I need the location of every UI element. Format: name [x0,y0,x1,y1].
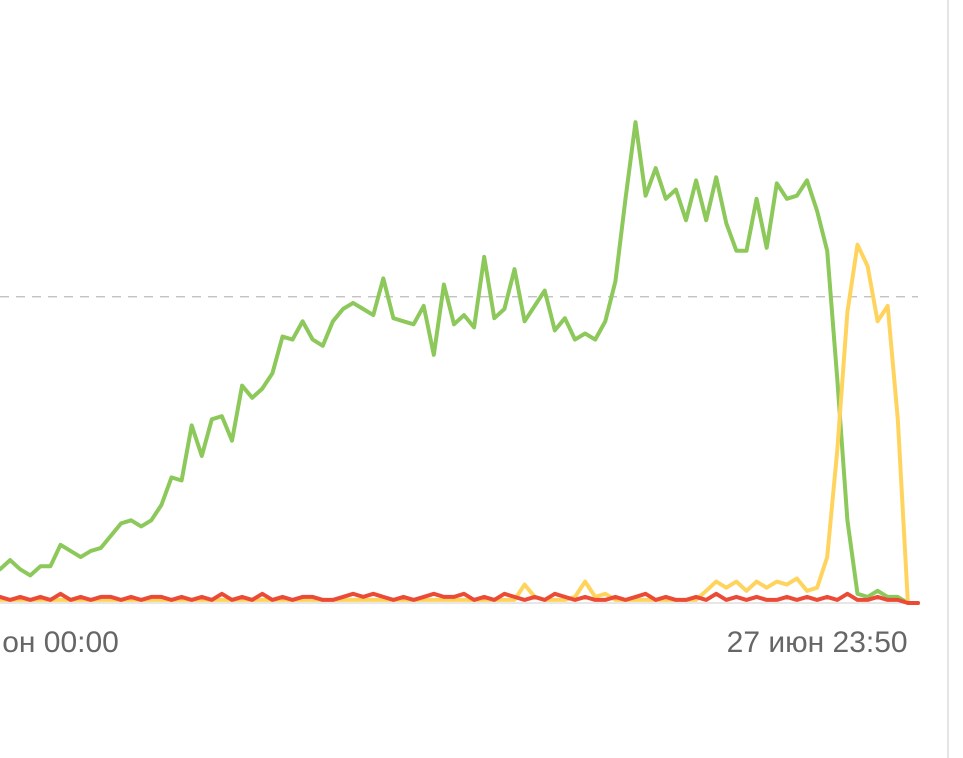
series-line [0,242,920,605]
series-line [0,120,920,605]
x-tick-label: он 00:00 [2,626,119,659]
x-tick-label: 27 июн 23:50 [727,626,908,659]
series-line [0,591,920,605]
